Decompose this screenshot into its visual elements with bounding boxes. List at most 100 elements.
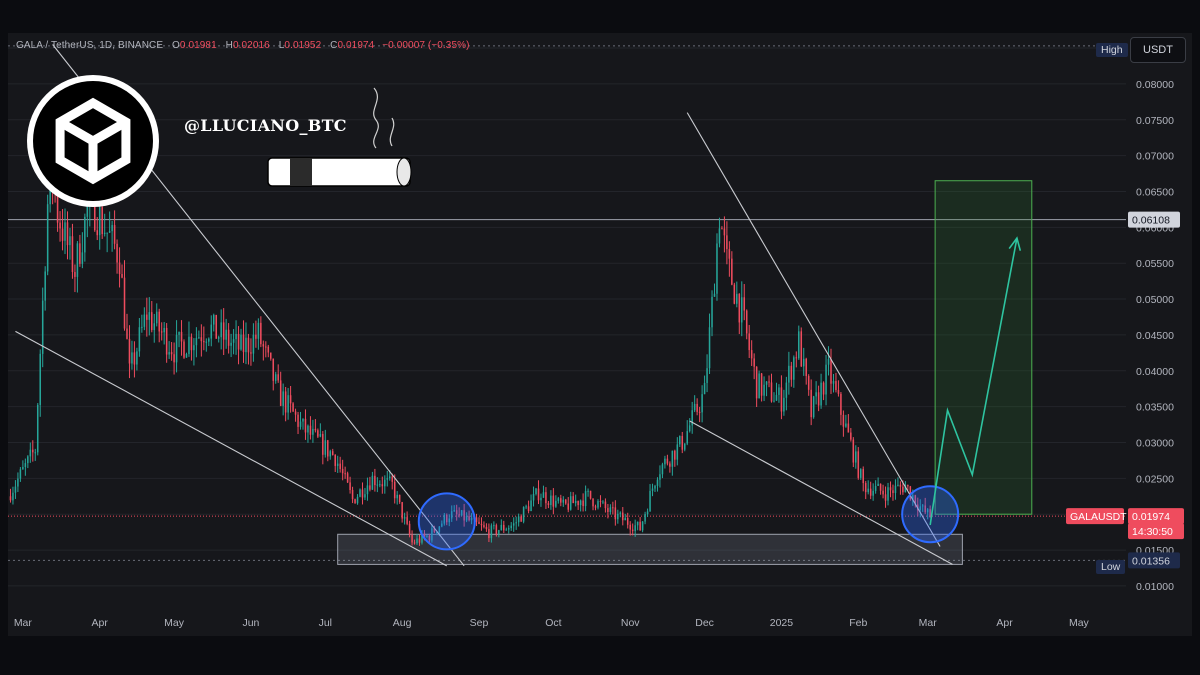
candle bbox=[22, 466, 24, 470]
low-label: L bbox=[278, 40, 285, 51]
candle bbox=[180, 331, 183, 342]
candle bbox=[398, 494, 401, 503]
candle bbox=[265, 346, 267, 348]
candle bbox=[93, 184, 96, 231]
candle bbox=[584, 491, 587, 507]
candle bbox=[527, 506, 530, 512]
candle bbox=[520, 516, 522, 522]
candle bbox=[175, 334, 178, 363]
candle bbox=[317, 430, 319, 437]
candle bbox=[86, 206, 89, 217]
candle bbox=[237, 333, 240, 350]
candle bbox=[245, 337, 247, 353]
candle bbox=[108, 231, 111, 233]
candle bbox=[552, 495, 555, 507]
candle bbox=[897, 484, 899, 486]
candle bbox=[287, 395, 289, 413]
open-value: 0.01981 bbox=[179, 40, 217, 51]
candle bbox=[711, 296, 713, 328]
candle bbox=[731, 258, 733, 285]
candle bbox=[560, 498, 562, 503]
candle bbox=[666, 458, 669, 464]
candle bbox=[205, 341, 208, 343]
candle bbox=[203, 341, 205, 343]
candle bbox=[788, 365, 790, 383]
candle bbox=[636, 521, 639, 526]
candle bbox=[738, 293, 741, 323]
candle bbox=[698, 411, 701, 413]
candle bbox=[247, 337, 250, 353]
cigar-band bbox=[290, 158, 312, 186]
candle bbox=[594, 506, 597, 508]
candle bbox=[136, 351, 138, 365]
candle bbox=[27, 456, 29, 464]
candle bbox=[493, 525, 495, 527]
x-tick-label: Jul bbox=[319, 617, 332, 629]
candle bbox=[639, 521, 641, 531]
candle bbox=[441, 523, 443, 527]
candle bbox=[740, 297, 743, 323]
candle bbox=[131, 352, 133, 364]
candle bbox=[614, 507, 617, 520]
candle bbox=[887, 487, 889, 501]
candle bbox=[230, 342, 232, 346]
candle bbox=[252, 334, 255, 354]
smoke-curl bbox=[389, 117, 395, 147]
candle bbox=[825, 364, 827, 395]
candle bbox=[743, 297, 746, 311]
candle bbox=[349, 482, 351, 491]
candle bbox=[793, 357, 795, 380]
candle bbox=[356, 496, 359, 504]
candle bbox=[547, 503, 550, 505]
x-tick-label: Apr bbox=[996, 617, 1013, 629]
candle bbox=[282, 391, 284, 406]
candle bbox=[354, 499, 356, 504]
candle bbox=[557, 498, 560, 501]
candle bbox=[597, 501, 599, 508]
candle bbox=[39, 353, 41, 405]
candle bbox=[106, 232, 108, 234]
candle bbox=[815, 392, 817, 397]
resistance-price-tag: 0.06108 bbox=[1132, 215, 1170, 227]
candle bbox=[289, 395, 292, 404]
candle bbox=[74, 272, 76, 277]
close-value: 0.01974 bbox=[337, 40, 375, 51]
candle bbox=[96, 230, 99, 236]
candle bbox=[736, 293, 738, 304]
candle bbox=[215, 314, 217, 339]
candle bbox=[369, 485, 371, 490]
candle bbox=[9, 496, 12, 501]
candle bbox=[688, 425, 691, 432]
candle bbox=[379, 484, 381, 486]
current-price-tag: 0.01974 bbox=[1132, 511, 1170, 523]
change-value: −0.00007 (−0.35%) bbox=[382, 40, 470, 51]
candle bbox=[341, 468, 344, 474]
candle bbox=[802, 358, 805, 367]
candle bbox=[423, 533, 426, 537]
candle bbox=[530, 500, 532, 512]
candle bbox=[701, 394, 703, 413]
resistance-price-tag-bg bbox=[1128, 211, 1180, 228]
candle bbox=[138, 327, 141, 352]
candle bbox=[515, 522, 517, 524]
candle bbox=[753, 358, 755, 367]
candle bbox=[29, 449, 32, 457]
candle bbox=[170, 352, 173, 355]
candle bbox=[151, 312, 153, 331]
candle bbox=[679, 436, 681, 445]
candle bbox=[602, 501, 604, 503]
x-tick-label: 2025 bbox=[770, 617, 794, 629]
candle bbox=[748, 333, 750, 351]
candle bbox=[607, 508, 609, 512]
candle bbox=[210, 324, 213, 339]
candles bbox=[9, 117, 931, 546]
candle bbox=[726, 235, 728, 250]
currency-button[interactable]: USDT bbox=[1130, 37, 1186, 63]
candle bbox=[200, 337, 203, 342]
candle bbox=[257, 322, 260, 339]
candle bbox=[448, 518, 451, 523]
candle bbox=[842, 414, 845, 427]
candle bbox=[217, 337, 220, 339]
candle bbox=[914, 495, 917, 505]
